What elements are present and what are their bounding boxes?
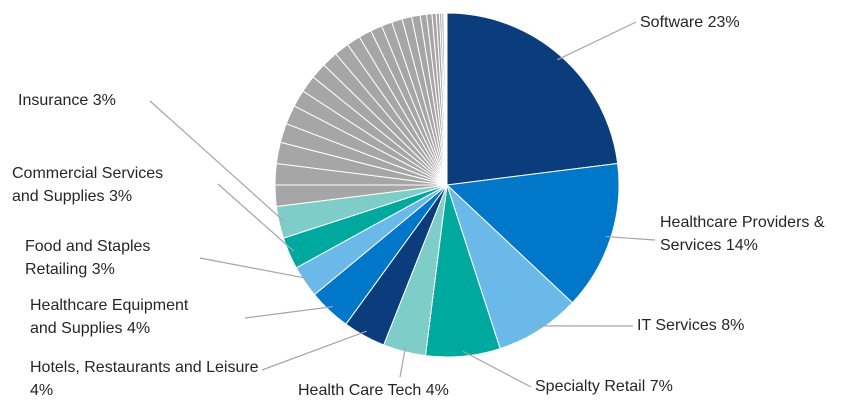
leader-line	[261, 330, 367, 371]
leader-line	[399, 346, 407, 378]
value-label: 23%	[707, 13, 740, 31]
value-label: 4%	[126, 319, 151, 337]
leader-line	[557, 21, 637, 61]
leader-line	[244, 306, 333, 319]
pie-slice	[445, 162, 620, 304]
slice-label: Hotels, Restaurants and Leisure 4%	[30, 356, 262, 402]
slice-label: Food and Staples Retailing 3%	[25, 235, 200, 281]
value-label: 3%	[92, 91, 116, 109]
slice-label: Health Care Tech 4%	[298, 379, 498, 402]
value-label: 7%	[649, 377, 673, 395]
category-name: Health Care Tech	[298, 381, 422, 399]
leader-line	[199, 257, 310, 280]
category-name: Commercial Services and Supplies	[12, 164, 164, 205]
slice-label: Specialty Retail 7%	[535, 375, 735, 398]
leader-line	[462, 350, 532, 388]
value-label: 4%	[425, 381, 449, 399]
category-name: Insurance	[18, 91, 89, 109]
value-label: 8%	[721, 316, 745, 334]
slice-label: IT Services 8%	[637, 314, 787, 337]
category-name: IT Services	[637, 316, 717, 334]
leader-line	[217, 183, 295, 252]
slice-label: Software 23%	[640, 11, 840, 34]
slice-label: Healthcare Providers & Services 14%	[660, 211, 835, 257]
value-label: 14%	[725, 236, 758, 254]
value-label: 4%	[30, 381, 54, 399]
category-name: Healthcare Equipment and Supplies	[30, 296, 189, 337]
category-name: Specialty Retail	[535, 377, 646, 395]
slice-label: Commercial Services and Supplies 3%	[12, 162, 182, 208]
leader-line	[605, 235, 656, 241]
slice-label: Insurance 3%	[18, 89, 168, 112]
leader-line	[149, 100, 285, 222]
category-name: Healthcare Providers & Services	[660, 213, 825, 254]
value-label: 3%	[91, 260, 115, 278]
category-name: Software	[640, 13, 704, 31]
value-label: 3%	[108, 187, 133, 205]
category-name: Food and Staples Retailing	[25, 237, 151, 278]
pie-slice	[445, 12, 448, 186]
slice-label: Healthcare Equipment and Supplies 4%	[30, 294, 210, 340]
pie-slice	[446, 12, 619, 186]
category-name: Hotels, Restaurants and Leisure	[30, 358, 259, 376]
